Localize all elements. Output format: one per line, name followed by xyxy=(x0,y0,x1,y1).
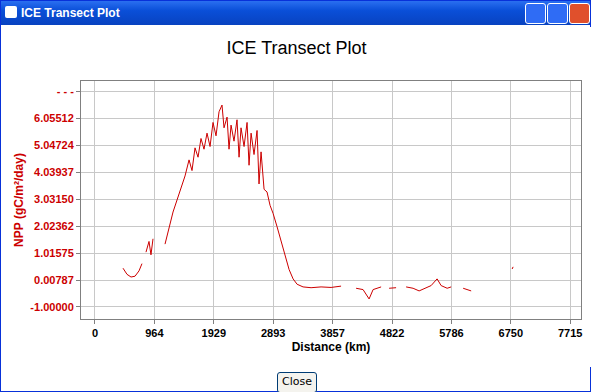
html-text:ICE Transect Plot: ICE Transect Plot xyxy=(21,6,120,20)
svg-text:NPP (gC/m²/day): NPP (gC/m²/day) xyxy=(12,153,26,247)
svg-text:5786: 5786 xyxy=(439,327,463,339)
svg-text:5.04724: 5.04724 xyxy=(34,139,75,151)
html-text:Close: Close xyxy=(282,375,312,388)
svg-text:-1.00000: -1.00000 xyxy=(30,301,73,313)
svg-text:3857: 3857 xyxy=(320,327,344,339)
svg-text:1929: 1929 xyxy=(202,327,226,339)
svg-text:2.02362: 2.02362 xyxy=(34,220,74,232)
svg-text:6750: 6750 xyxy=(499,327,523,339)
svg-text:6.05512: 6.05512 xyxy=(34,112,74,124)
svg-text:2893: 2893 xyxy=(261,327,285,339)
svg-text:3.03150: 3.03150 xyxy=(34,193,74,205)
svg-text:ICE Transect Plot: ICE Transect Plot xyxy=(226,38,366,58)
svg-text:1.01575: 1.01575 xyxy=(34,247,74,259)
svg-text:- - -: - - - xyxy=(57,85,74,97)
svg-text:7715: 7715 xyxy=(558,327,582,339)
svg-text:4822: 4822 xyxy=(380,327,404,339)
svg-text:0.00787: 0.00787 xyxy=(34,274,74,286)
svg-text:4.03937: 4.03937 xyxy=(34,166,74,178)
svg-text:964: 964 xyxy=(145,327,164,339)
svg-text:0: 0 xyxy=(92,327,98,339)
svg-text:Distance (km): Distance (km) xyxy=(292,340,371,354)
